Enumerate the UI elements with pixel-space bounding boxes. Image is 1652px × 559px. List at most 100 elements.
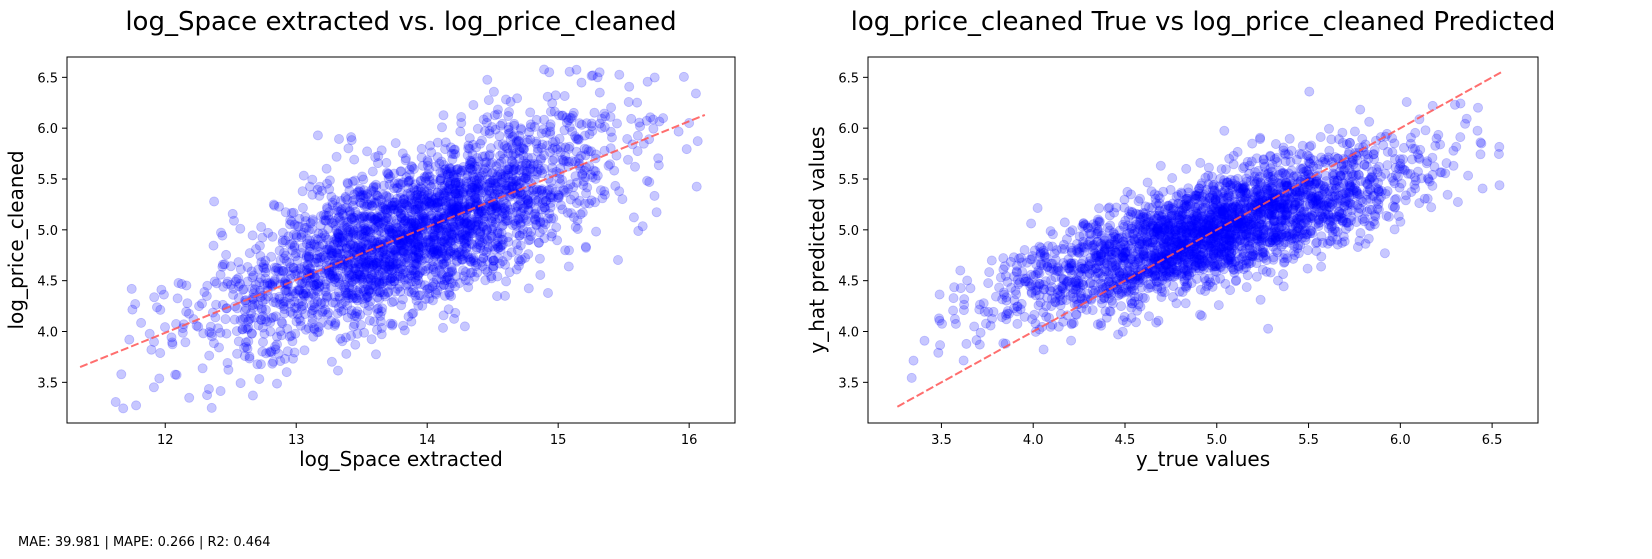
scatter-point [948,293,959,304]
scatter-point [494,150,505,161]
scatter-point [1389,138,1400,149]
scatter-point [308,331,319,342]
scatter-point [538,124,549,135]
scatter-point [303,250,314,261]
scatter-point [472,123,483,134]
scatter-point [254,240,265,251]
scatter-point [520,173,531,184]
scatter-point [313,276,324,287]
scatter-point [434,158,445,169]
scatter-point [426,243,437,254]
scatter-point [244,248,255,259]
scatter-point [514,153,525,164]
scatter-point [458,265,469,276]
scatter-point [314,281,325,292]
scatter-point [358,237,369,248]
scatter-point [337,271,348,282]
scatter-point [355,283,366,294]
scatter-point [535,269,546,280]
scatter-point [274,291,285,302]
scatter-point [323,210,334,221]
scatter-point [496,177,507,188]
scatter-point [349,212,360,223]
scatter-point [480,264,491,275]
scatter-point [346,135,357,146]
scatter-point [154,373,165,384]
y-tick-label: 4.5 [37,275,58,290]
scatter-point [518,144,529,155]
scatter-point [370,152,381,163]
scatter-point [333,133,344,144]
scatter-point [534,253,545,264]
scatter-point [349,257,360,268]
scatter-point [222,276,233,287]
scatter-point [572,134,583,145]
scatter-point [368,181,379,192]
scatter-point [516,190,527,201]
scatter-point [279,308,290,319]
scatter-point [338,210,349,221]
scatter-point [256,257,267,268]
scatter-point [446,205,457,216]
scatter-point [404,265,415,276]
scatter-point [950,318,961,329]
scatter-point [173,277,184,288]
scatter-point [170,369,181,380]
scatter-point [466,256,477,267]
scatter-point [597,193,608,204]
scatter-point [580,241,591,252]
chart-title: log_price_cleaned True vs log_price_clea… [851,7,1556,37]
scatter-point [341,217,352,228]
scatter-point [459,248,470,259]
scatter-point [449,313,460,324]
scatter-point [429,215,440,226]
scatter-point [477,261,488,272]
scatter-point [348,246,359,257]
scatter-point [509,158,520,169]
scatter-point [403,253,414,264]
scatter-point [415,186,426,197]
scatter-point [681,144,692,155]
scatter-point [438,258,449,269]
scatter-point [530,208,541,219]
scatter-point [1238,264,1249,275]
scatter-point [290,328,301,339]
scatter-point [439,164,450,175]
scatter-point [492,199,503,210]
scatter-point [265,317,276,328]
scatter-point [571,177,582,188]
scatter-point [247,272,258,283]
scatter-point [609,165,620,176]
scatter-point [500,170,511,181]
scatter-point [424,247,435,258]
scatter-point [357,272,368,283]
scatter-point [264,347,275,358]
scatter-point [345,226,356,237]
scatter-point [1167,172,1178,183]
scatter-point [326,315,337,326]
scatter-point [386,267,397,278]
scatter-point [1291,154,1302,165]
scatter-point [488,261,499,272]
scatter-point [477,220,488,231]
scatter-point [648,114,659,125]
scatter-point [369,223,380,234]
scatter-point [392,283,403,294]
scatter-point [211,299,222,310]
scatter-point [324,206,335,217]
scatter-point [417,215,428,226]
scatter-point [512,245,523,256]
scatter-point [403,177,414,188]
scatter-point [261,316,272,327]
scatter-point [607,132,618,143]
scatter-point [415,266,426,277]
scatter-point [691,181,702,192]
scatter-point [481,211,492,222]
scatter-point [415,182,426,193]
scatter-point [1373,184,1384,195]
scatter-point [1231,275,1242,286]
scatter-point [310,257,321,268]
scatter-point [1066,335,1077,346]
scatter-point [352,328,363,339]
scatter-point [1032,202,1043,213]
